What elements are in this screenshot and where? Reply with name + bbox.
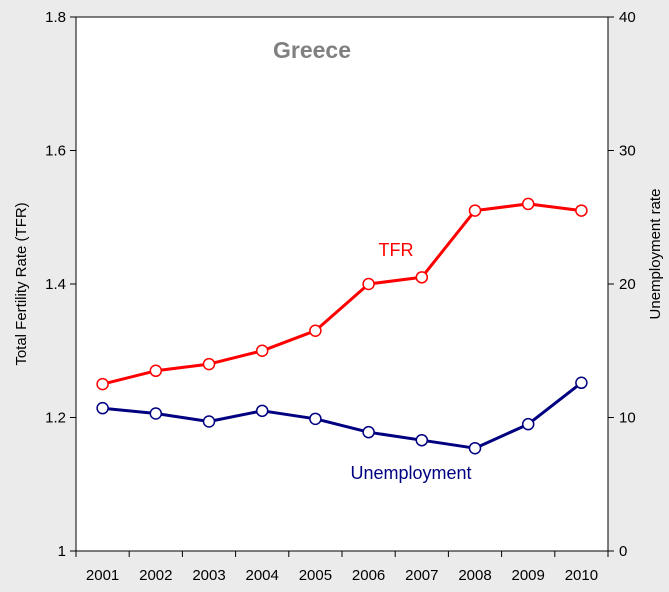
data-point-unemployment xyxy=(309,412,322,426)
series-layer xyxy=(96,197,588,455)
left-axis: 1 1.2 1.4 1.6 1.8 xyxy=(45,9,76,560)
right-tick-label: 30 xyxy=(619,143,636,160)
data-point-tfr xyxy=(96,377,109,391)
data-point-tfr xyxy=(309,324,322,337)
left-tick-label: 1.4 xyxy=(45,276,66,293)
left-tick-label: 1 xyxy=(58,543,66,560)
data-point-unemployment xyxy=(149,407,163,420)
x-tick-label: 2007 xyxy=(405,567,438,584)
data-point-tfr xyxy=(255,344,269,357)
right-tick-label: 20 xyxy=(619,276,636,293)
right-axis-label: Unemployment rate xyxy=(647,189,664,320)
left-tick-label: 1.8 xyxy=(45,9,66,26)
data-point-unemployment xyxy=(255,404,269,418)
right-tick-label: 40 xyxy=(619,9,636,26)
data-point-tfr xyxy=(575,204,588,217)
data-point-tfr xyxy=(468,204,482,217)
x-tick-label: 2008 xyxy=(458,567,491,584)
series-line-tfr xyxy=(102,202,582,386)
x-tick-label: 2004 xyxy=(246,567,279,584)
left-tick-label: 1.2 xyxy=(45,410,66,427)
data-point-tfr xyxy=(149,364,163,378)
right-tick-label: 0 xyxy=(619,543,627,560)
x-axis: 2001 2002 2003 2004 2005 2006 2007 2008 2009 2010 xyxy=(75,551,609,584)
plot-area xyxy=(75,16,609,552)
series-label-tfr: TFR xyxy=(379,240,414,260)
x-tick-label: 2002 xyxy=(139,567,172,584)
data-point-tfr xyxy=(521,197,535,211)
data-point-unemployment xyxy=(362,425,375,439)
data-point-tfr xyxy=(202,357,216,371)
x-tick-label: 2001 xyxy=(86,567,119,584)
data-point-unemployment xyxy=(575,376,588,390)
left-axis-label: Total Fertility Rate (TFR) xyxy=(13,202,30,365)
left-tick-label: 1.6 xyxy=(45,143,66,160)
right-tick-label: 10 xyxy=(619,410,636,427)
chart-title: Greece xyxy=(273,37,351,63)
data-point-unemployment xyxy=(96,401,109,415)
data-point-unemployment xyxy=(202,415,216,428)
data-point-unemployment xyxy=(468,441,482,455)
x-tick-label: 2003 xyxy=(192,567,225,584)
series-line-unemployment xyxy=(102,381,583,450)
data-point-tfr xyxy=(362,277,375,291)
x-tick-label: 2005 xyxy=(299,567,332,584)
x-tick-label: 2009 xyxy=(512,567,545,584)
right-axis: 0 10 20 30 40 xyxy=(608,9,636,560)
series-label-unemployment: Unemployment xyxy=(350,463,471,483)
x-tick-label: 2006 xyxy=(352,567,385,584)
data-point-unemployment xyxy=(521,417,535,431)
data-point-tfr xyxy=(415,271,429,284)
data-point-unemployment xyxy=(415,433,429,447)
x-tick-label: 2010 xyxy=(565,567,598,584)
